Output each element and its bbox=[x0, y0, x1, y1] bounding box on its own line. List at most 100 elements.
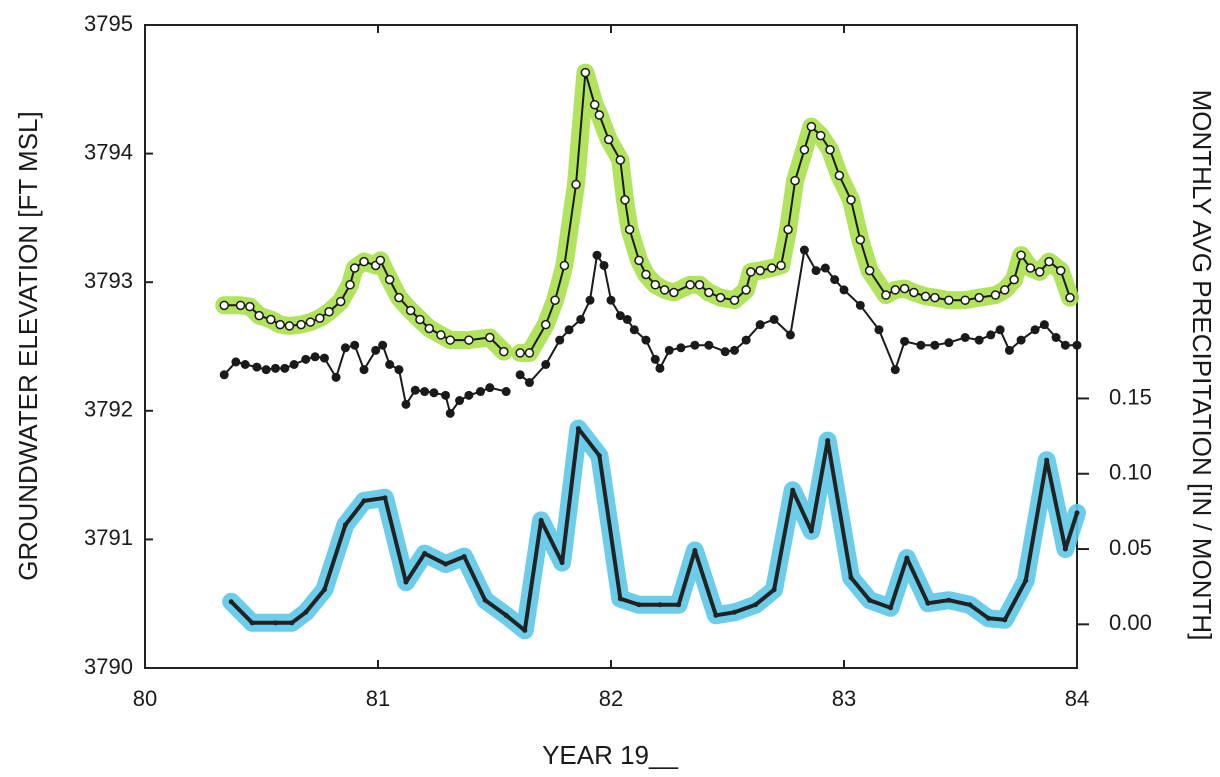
x-tick-label: 82 bbox=[599, 686, 623, 711]
data-point bbox=[694, 280, 705, 290]
data-point bbox=[606, 295, 616, 305]
data-point bbox=[228, 599, 234, 605]
data-point bbox=[296, 319, 306, 330]
data-point bbox=[1016, 335, 1026, 345]
data-point bbox=[443, 561, 449, 567]
data-point bbox=[252, 362, 262, 372]
data-point bbox=[436, 330, 446, 340]
data-point bbox=[799, 245, 809, 255]
data-point bbox=[985, 615, 991, 621]
data-point bbox=[659, 285, 670, 295]
data-point bbox=[401, 399, 411, 409]
data-point bbox=[340, 343, 350, 353]
data-point bbox=[524, 348, 535, 358]
data-point bbox=[755, 320, 765, 330]
data-point bbox=[620, 195, 630, 205]
data-point bbox=[846, 195, 856, 205]
data-point bbox=[650, 354, 660, 364]
data-point bbox=[1060, 340, 1070, 350]
data-point bbox=[415, 314, 425, 325]
data-point bbox=[1044, 256, 1054, 267]
data-point bbox=[855, 300, 865, 310]
data-point bbox=[799, 144, 810, 155]
data-point bbox=[555, 335, 565, 345]
data-point bbox=[261, 365, 271, 375]
data-point bbox=[990, 290, 1001, 300]
data-point bbox=[319, 353, 329, 363]
data-point bbox=[1023, 578, 1029, 584]
data-point bbox=[769, 314, 779, 324]
y-tick-label: 3790 bbox=[84, 654, 133, 679]
data-point bbox=[603, 134, 614, 145]
data-point bbox=[585, 295, 595, 305]
data-point bbox=[345, 280, 355, 290]
data-point bbox=[1044, 457, 1050, 463]
data-point bbox=[464, 335, 474, 345]
data-point bbox=[270, 363, 280, 373]
data-point bbox=[245, 301, 255, 312]
data-point bbox=[715, 292, 726, 303]
data-point bbox=[559, 260, 570, 271]
data-point bbox=[834, 170, 845, 181]
data-point bbox=[624, 224, 635, 235]
data-point bbox=[806, 121, 817, 132]
data-point bbox=[515, 370, 525, 380]
data-point bbox=[825, 438, 831, 444]
x-tick-label: 81 bbox=[366, 686, 390, 711]
data-point bbox=[755, 265, 765, 276]
data-point bbox=[890, 285, 901, 295]
y-tick-label: 3795 bbox=[84, 11, 133, 36]
data-point bbox=[378, 340, 388, 350]
data-point bbox=[342, 522, 348, 528]
data-point bbox=[266, 314, 276, 325]
data-point bbox=[589, 99, 600, 110]
data-point bbox=[655, 363, 665, 373]
data-point bbox=[685, 280, 695, 290]
data-point bbox=[1025, 263, 1036, 273]
series-line bbox=[223, 344, 507, 415]
data-point bbox=[461, 554, 467, 560]
data-point bbox=[592, 250, 602, 260]
data-point bbox=[634, 255, 644, 266]
y2-axis-title: MONTHLY AVG PRECIPITATION [IN / MONTH] bbox=[1187, 90, 1217, 641]
y2-tick-label: 0.10 bbox=[1109, 460, 1152, 485]
data-point bbox=[219, 300, 229, 311]
data-point bbox=[485, 332, 495, 343]
data-point bbox=[324, 307, 334, 317]
data-point bbox=[830, 275, 840, 285]
data-point bbox=[617, 596, 623, 602]
data-point bbox=[815, 130, 826, 141]
data-point bbox=[771, 587, 777, 593]
data-point bbox=[359, 256, 369, 267]
data-point bbox=[920, 291, 931, 302]
data-point bbox=[669, 287, 679, 298]
data-point bbox=[636, 602, 642, 608]
data-point bbox=[422, 551, 428, 557]
data-point bbox=[235, 300, 246, 311]
data-point bbox=[361, 498, 367, 504]
data-point bbox=[541, 319, 551, 330]
data-point bbox=[522, 627, 528, 633]
data-point bbox=[420, 387, 430, 397]
data-point bbox=[410, 385, 420, 395]
data-point bbox=[501, 387, 511, 397]
data-point bbox=[594, 110, 605, 120]
data-point bbox=[580, 67, 591, 78]
data-point bbox=[690, 340, 700, 350]
data-point bbox=[641, 269, 651, 280]
data-point bbox=[382, 495, 388, 501]
data-point bbox=[790, 487, 796, 493]
data-point bbox=[767, 263, 777, 273]
data-point bbox=[1034, 267, 1045, 277]
data-point bbox=[622, 314, 632, 324]
data-point bbox=[615, 155, 626, 165]
data-point bbox=[960, 332, 970, 342]
data-point bbox=[1030, 325, 1040, 335]
data-point bbox=[350, 340, 360, 350]
data-point bbox=[576, 314, 586, 324]
data-point bbox=[974, 335, 984, 345]
data-point bbox=[503, 612, 509, 618]
data-point bbox=[524, 378, 534, 388]
data-point bbox=[811, 266, 821, 276]
data-point bbox=[615, 311, 625, 321]
